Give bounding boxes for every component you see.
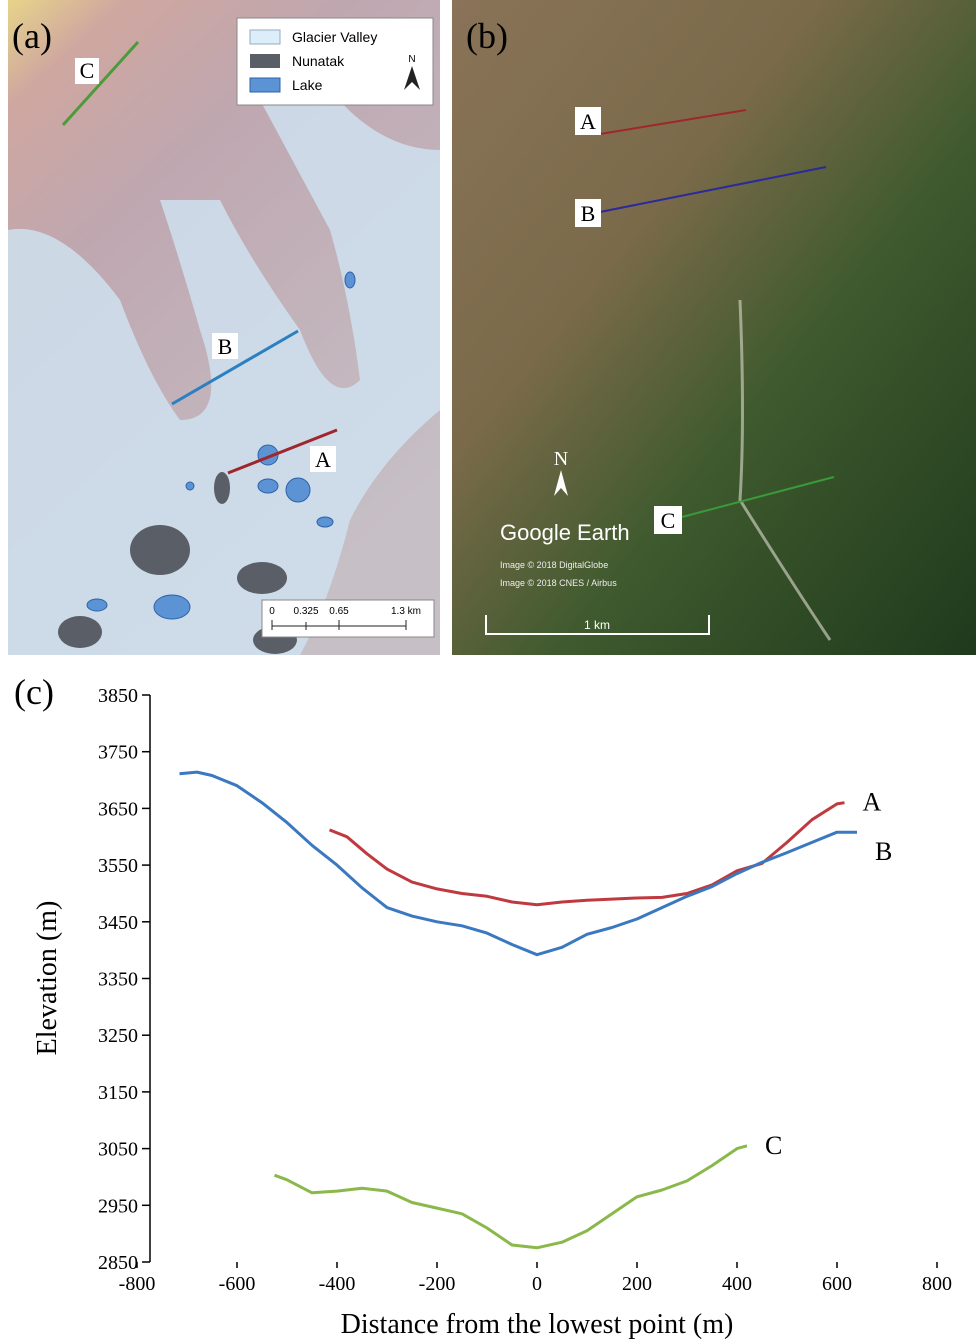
- x-tick-label: -600: [219, 1273, 256, 1295]
- x-tick-label: -800: [119, 1273, 156, 1295]
- x-tick-label: -200: [419, 1273, 456, 1295]
- page: C B A Glacier Valley Nunatak Lake N 0 0.…: [0, 0, 976, 1342]
- chart: (c) Distance from the lowest point (m) E…: [14, 672, 952, 1340]
- legend-label: Glacier Valley: [292, 29, 377, 45]
- nunatak: [237, 562, 287, 594]
- x-tick-label: 400: [722, 1273, 752, 1295]
- nunatak: [130, 525, 190, 575]
- profile-label: B: [581, 201, 596, 226]
- y-tick-label: 3650: [98, 798, 138, 820]
- nunatak: [214, 472, 230, 504]
- x-axis-title: Distance from the lowest point (m): [341, 1309, 734, 1340]
- scale-label: 1 km: [584, 618, 610, 632]
- scale-label: 0.65: [329, 606, 349, 617]
- x-tick-label: 600: [822, 1273, 852, 1295]
- north-label: N: [554, 448, 568, 470]
- legend-swatch: [250, 54, 280, 68]
- legend-swatch: [250, 30, 280, 44]
- figure: C B A Glacier Valley Nunatak Lake N 0 0.…: [0, 0, 976, 1342]
- y-tick-label: 3750: [98, 742, 138, 764]
- y-tick-label: 3850: [98, 685, 138, 707]
- series-line: [330, 803, 845, 905]
- y-axis-title: Elevation (m): [32, 901, 63, 1056]
- y-tick-label: 3050: [98, 1139, 138, 1161]
- panel-label: (a): [12, 16, 52, 56]
- panel-b: A B C N Google Earth Image © 2018 Digita…: [452, 0, 976, 655]
- y-tick-label: 3450: [98, 912, 138, 934]
- x-tick-label: 200: [622, 1273, 652, 1295]
- y-tick-label: 2850: [98, 1252, 138, 1274]
- x-tick-label: 800: [922, 1273, 952, 1295]
- profile-label: A: [580, 109, 596, 134]
- panel-a: C B A Glacier Valley Nunatak Lake N 0 0.…: [8, 0, 440, 655]
- profile-label: A: [315, 447, 331, 472]
- y-tick-label: 2950: [98, 1195, 138, 1217]
- series-label: C: [765, 1131, 782, 1160]
- x-tick-label: -400: [319, 1273, 356, 1295]
- series-line: [180, 772, 858, 955]
- scale-label: 1.3 km: [391, 606, 421, 617]
- y-tick-label: 3550: [98, 855, 138, 877]
- brand: Google Earth: [500, 520, 630, 545]
- scale-label: 0: [269, 606, 275, 617]
- legend-swatch: [250, 78, 280, 92]
- credit: Image © 2018 CNES / Airbus: [500, 578, 617, 588]
- x-tick-label: 0: [532, 1273, 542, 1295]
- y-tick-label: 3250: [98, 1025, 138, 1047]
- profile-label: B: [218, 334, 233, 359]
- legend-label: Lake: [292, 77, 323, 93]
- series-line: [275, 1146, 748, 1248]
- scale-label: 0.325: [293, 606, 318, 617]
- profile-label: C: [661, 508, 676, 533]
- series-label: A: [863, 788, 882, 817]
- series-label: B: [875, 837, 892, 866]
- panel-label: (c): [14, 672, 54, 712]
- y-tick-label: 3150: [98, 1082, 138, 1104]
- north-label: N: [408, 54, 415, 65]
- y-tick-label: 3350: [98, 969, 138, 991]
- nunatak: [58, 616, 102, 648]
- legend-label: Nunatak: [292, 53, 345, 69]
- credit: Image © 2018 DigitalGlobe: [500, 560, 608, 570]
- satellite-background: [452, 0, 976, 655]
- panel-label: (b): [466, 16, 508, 56]
- profile-label: C: [80, 58, 95, 83]
